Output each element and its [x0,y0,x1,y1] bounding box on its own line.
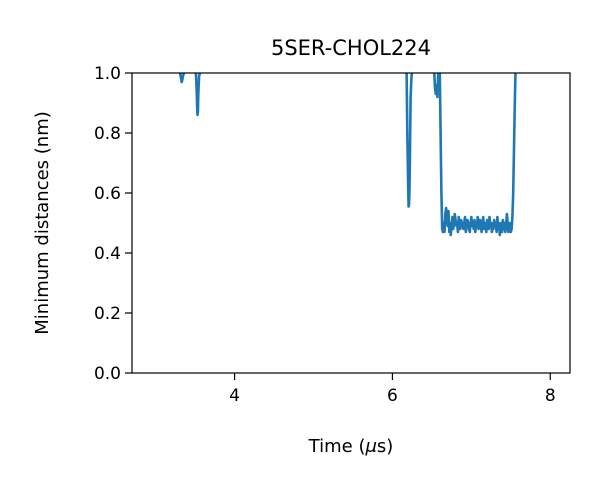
series-line-segment-5 [438,73,517,237]
x-tick-label: 8 [545,386,556,406]
x-axis-label: Time (μs) [308,436,394,457]
series-lines [178,73,517,237]
chart-title: 5SER-CHOL224 [271,36,431,60]
y-tick-label: 0.2 [94,304,121,324]
series-line-segment-2 [194,73,202,117]
series-line-segment-3 [405,73,414,208]
y-tick-label: 0.4 [94,244,121,264]
y-axis-label: Minimum distances (nm) [32,111,53,335]
series-line-segment-1 [178,73,186,84]
x-tick-label: 4 [229,386,240,406]
y-tick-label: 0.8 [94,124,121,144]
y-tick-label: 0.6 [94,184,121,204]
x-tick-label: 6 [387,386,398,406]
plot-frame [131,72,571,374]
y-axis-ticks: 0.0 0.2 0.4 0.6 0.8 1.0 [94,64,132,384]
y-tick-label: 0.0 [94,364,121,384]
x-axis-ticks: 4 6 8 [229,373,556,406]
series-line-segment-4 [433,73,440,99]
y-tick-label: 1.0 [94,64,121,84]
